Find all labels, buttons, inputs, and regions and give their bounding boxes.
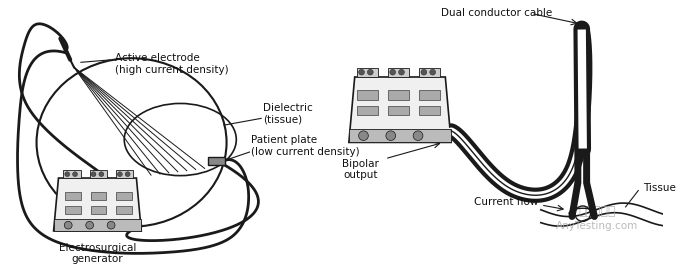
Bar <box>65 206 81 214</box>
Bar <box>90 206 106 214</box>
Circle shape <box>367 69 373 75</box>
Bar <box>388 68 409 77</box>
Bar <box>90 170 107 178</box>
Circle shape <box>86 221 94 229</box>
Circle shape <box>73 172 78 176</box>
Bar <box>356 106 378 116</box>
Bar <box>90 193 106 200</box>
Circle shape <box>413 131 423 140</box>
Bar <box>356 68 378 77</box>
Circle shape <box>107 221 115 229</box>
Circle shape <box>430 69 436 75</box>
Text: Dual conductor cable: Dual conductor cable <box>441 8 553 18</box>
Circle shape <box>358 131 369 140</box>
Bar <box>388 106 409 116</box>
Circle shape <box>398 69 405 75</box>
Text: Dielectric
(tissue): Dielectric (tissue) <box>263 103 313 124</box>
Circle shape <box>386 131 396 140</box>
Bar <box>388 91 409 100</box>
Circle shape <box>390 69 396 75</box>
Bar <box>349 129 451 142</box>
Circle shape <box>358 69 364 75</box>
Text: AnyTesting.com: AnyTesting.com <box>556 221 639 231</box>
Circle shape <box>91 172 96 176</box>
Circle shape <box>125 172 130 176</box>
Bar <box>116 206 131 214</box>
Bar <box>419 68 441 77</box>
Text: 嘉峨检测网: 嘉峨检测网 <box>579 205 616 218</box>
Bar <box>116 193 131 200</box>
Bar <box>54 219 141 231</box>
Text: Bipolar
output: Bipolar output <box>342 159 379 180</box>
Bar <box>419 106 441 116</box>
Text: Electrosurgical
generator: Electrosurgical generator <box>58 242 136 264</box>
Bar <box>63 170 81 178</box>
Text: Current flow: Current flow <box>475 197 539 207</box>
Text: Tissue: Tissue <box>643 183 676 193</box>
Circle shape <box>65 221 72 229</box>
Bar <box>356 91 378 100</box>
Text: Active electrode
(high current density): Active electrode (high current density) <box>115 53 228 74</box>
Bar <box>207 157 225 164</box>
Circle shape <box>99 172 104 176</box>
Text: Patient plate
(low current density): Patient plate (low current density) <box>252 135 360 157</box>
Circle shape <box>118 172 122 176</box>
Circle shape <box>421 69 427 75</box>
Polygon shape <box>349 77 451 142</box>
Bar <box>116 170 133 178</box>
Circle shape <box>65 172 69 176</box>
Bar <box>65 193 81 200</box>
Bar <box>419 91 441 100</box>
Polygon shape <box>54 178 141 231</box>
